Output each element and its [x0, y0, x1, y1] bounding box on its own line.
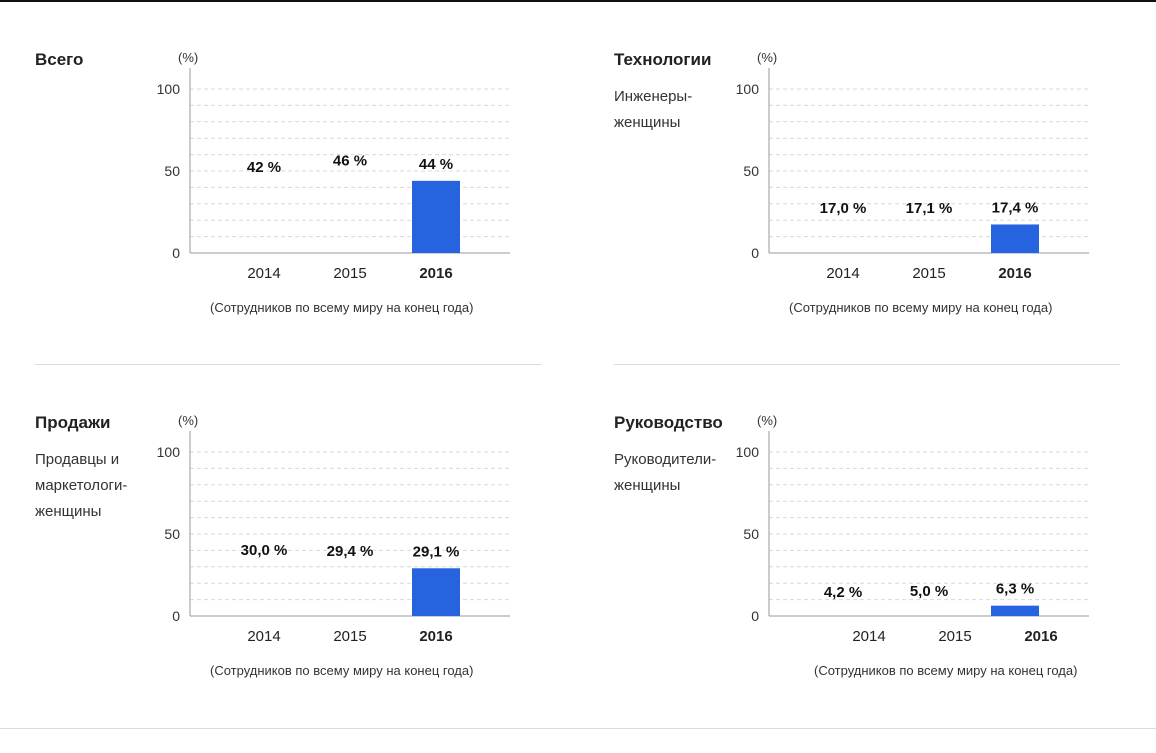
chart-footnote: (Сотрудников по всему миру на конец года…: [210, 663, 474, 678]
x-tick-label: 2014: [247, 628, 280, 645]
bar-2015: [326, 178, 374, 253]
bar-chart-management: 0 50 100 4,2 % 2014 5,0 % 2015 6,3 % 2016: [736, 431, 1089, 645]
bar-value-label: 29,1 %: [413, 543, 460, 560]
chart-subtitle: Руководители-женщины: [614, 451, 717, 494]
bar-2015: [905, 608, 953, 616]
unit-label: (%): [178, 413, 199, 428]
chart-panel-total: Всего (%) 0 50 100 42 % 2014 46 % 2015 44 % 2016…: [35, 50, 575, 390]
bar-value-label: 6,3 %: [996, 581, 1034, 598]
chart-title: Продажи: [35, 413, 111, 432]
bar-value-label: 44 %: [419, 156, 453, 173]
x-tick-label: 2014: [852, 628, 885, 645]
bar-2014: [240, 184, 288, 253]
y-tick-label: 0: [751, 608, 759, 624]
bar-2016: [412, 180, 460, 253]
chart-panel-technology: Технологии Инженеры-женщины (%) 0 50 100 17…: [614, 50, 1154, 390]
bar-chart-total: 0 50 100 42 % 2014 46 % 2015 44 % 2016: [157, 68, 510, 282]
y-tick-label: 0: [172, 245, 180, 261]
y-tick-label: 50: [164, 163, 180, 179]
x-tick-label: 2015: [333, 265, 366, 282]
bar-2016: [412, 568, 460, 616]
bar-value-label: 17,4 %: [992, 199, 1039, 216]
y-tick-label: 0: [172, 608, 180, 624]
bar-value-label: 30,0 %: [241, 542, 288, 559]
y-tick-label: 50: [743, 526, 759, 542]
bar-value-label: 5,0 %: [910, 583, 948, 600]
chart-footnote: (Сотрудников по всему миру на конец года…: [210, 300, 474, 315]
top-border: [0, 0, 1156, 2]
x-tick-label: 2015: [912, 265, 945, 282]
y-tick-label: 100: [157, 444, 181, 460]
chart-footnote: (Сотрудников по всему миру на конец года…: [814, 663, 1078, 678]
bar-2016: [991, 605, 1039, 616]
chart-subtitle: Инженеры-женщины: [614, 88, 693, 131]
bar-value-label: 42 %: [247, 159, 281, 176]
chart-title: Всего: [35, 50, 84, 69]
y-tick-label: 100: [736, 81, 760, 97]
x-tick-label: 2015: [938, 628, 971, 645]
bar-2014: [819, 609, 867, 616]
x-tick-label: 2016: [419, 628, 452, 645]
bar-2015: [905, 225, 953, 253]
x-tick-label: 2014: [826, 265, 859, 282]
chart-panel-management: Руководство Руководители-женщины (%) 0 50…: [614, 413, 1154, 753]
bar-value-label: 46 %: [333, 153, 367, 170]
bar-value-label: 17,1 %: [906, 200, 953, 217]
x-tick-label: 2016: [419, 265, 452, 282]
unit-label: (%): [757, 413, 778, 428]
x-tick-label: 2016: [998, 265, 1031, 282]
chart-title: Руководство: [614, 413, 723, 432]
unit-label: (%): [178, 50, 199, 65]
x-tick-label: 2016: [1024, 628, 1057, 645]
y-tick-label: 50: [743, 163, 759, 179]
y-tick-label: 0: [751, 245, 759, 261]
section-divider: [35, 364, 542, 365]
x-tick-label: 2015: [333, 628, 366, 645]
bar-value-label: 17,0 %: [820, 200, 867, 217]
bar-chart-sales: 0 50 100 30,0 % 2014 29,4 % 2015 29,1 % 2016: [157, 431, 510, 645]
bar-value-label: 29,4 %: [327, 543, 374, 560]
unit-label: (%): [757, 50, 778, 65]
bar-2015: [326, 568, 374, 616]
bar-2016: [991, 224, 1039, 253]
bar-chart-technology: 0 50 100 17,0 % 2014 17,1 % 2015 17,4 % 2016: [736, 68, 1089, 282]
section-divider: [614, 364, 1120, 365]
chart-subtitle: Продавцы и маркетологи-женщины: [35, 451, 128, 520]
chart-panel-sales: Продажи Продавцы и маркетологи-женщины (…: [35, 413, 575, 753]
x-tick-label: 2014: [247, 265, 280, 282]
bar-value-label: 4,2 %: [824, 584, 862, 601]
bar-2014: [819, 225, 867, 253]
chart-footnote: (Сотрудников по всему миру на конец года…: [789, 300, 1053, 315]
y-tick-label: 100: [736, 444, 760, 460]
chart-title: Технологии: [614, 50, 712, 69]
bar-2014: [240, 567, 288, 616]
y-tick-label: 100: [157, 81, 181, 97]
y-tick-label: 50: [164, 526, 180, 542]
